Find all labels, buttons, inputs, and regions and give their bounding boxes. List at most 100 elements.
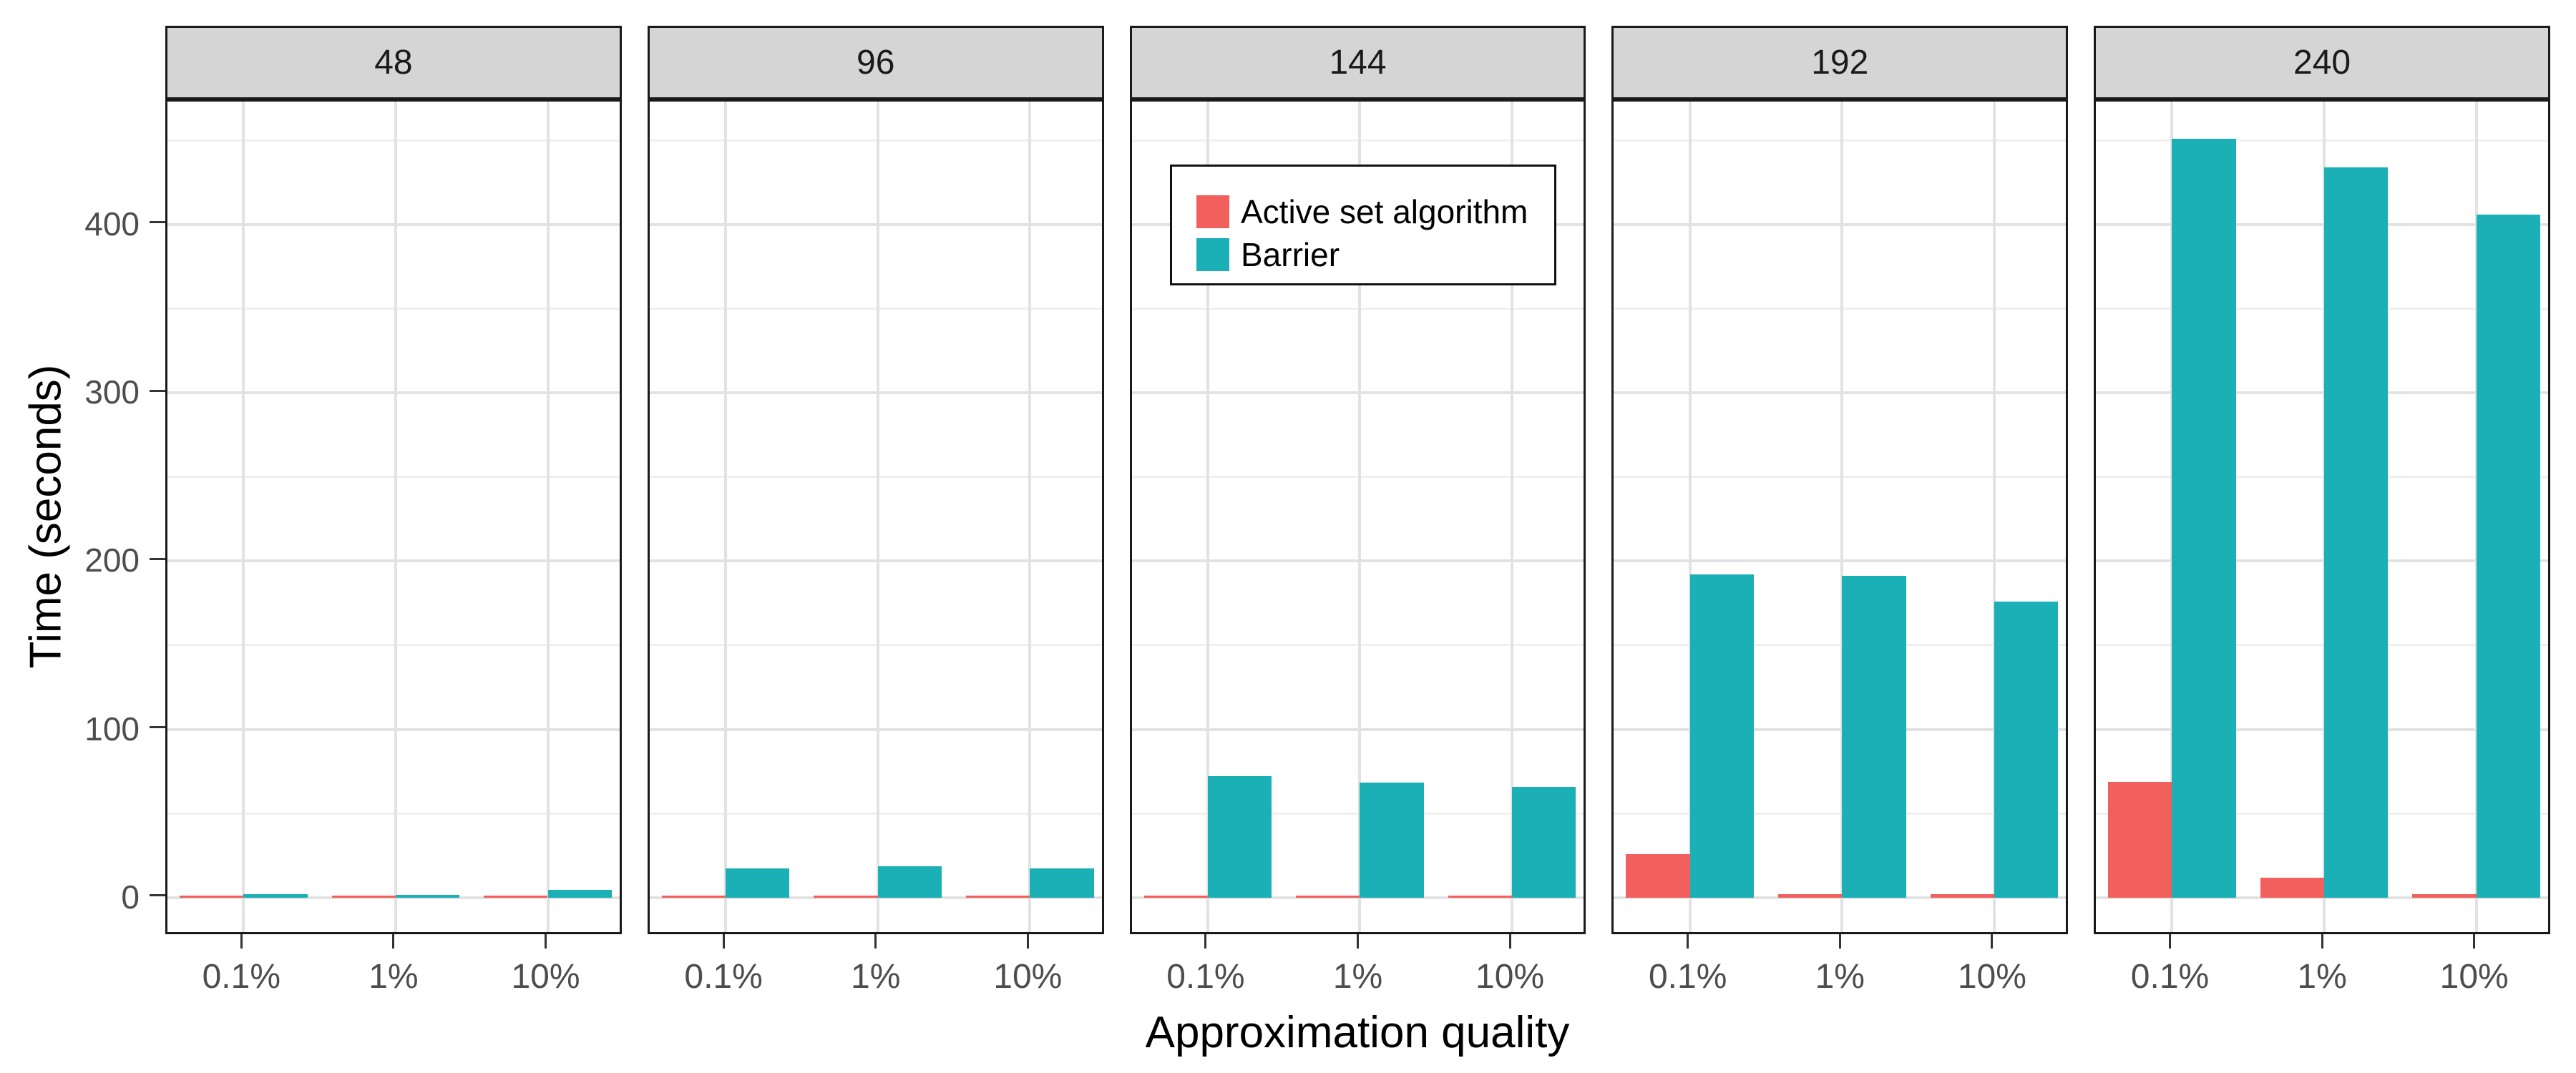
bar-active-set — [2260, 877, 2325, 898]
x-tick-label: 0.1% — [2130, 958, 2210, 996]
x-tick-mark — [2169, 934, 2171, 949]
gridline-vertical — [1511, 102, 1514, 932]
x-tick-mark — [2473, 934, 2476, 949]
bar-barrier — [243, 894, 308, 898]
legend: Active set algorithm Barrier — [1170, 165, 1556, 285]
y-tick-mark — [150, 894, 165, 897]
bar-active-set — [1143, 895, 1208, 898]
bar-active-set — [1930, 894, 1994, 898]
bar-barrier — [395, 894, 460, 898]
x-tick-mark — [1357, 934, 1359, 949]
bar-barrier — [1207, 776, 1272, 898]
bar-barrier — [2172, 138, 2236, 898]
gridline-minor — [649, 644, 1102, 647]
facet-strip-label: 48 — [374, 44, 413, 82]
facet-strip: 96 — [647, 26, 1104, 99]
gridline-vertical — [724, 102, 728, 932]
gridline-minor — [167, 644, 620, 647]
gridline-vertical — [876, 102, 879, 932]
bar-active-set — [814, 895, 878, 898]
x-tick-label: 10% — [1475, 958, 1545, 996]
x-tick-mark — [240, 934, 243, 949]
y-tick-mark — [150, 389, 165, 392]
bar-barrier — [726, 868, 790, 898]
x-tick-mark — [1687, 934, 1689, 949]
bar-barrier — [877, 866, 942, 898]
bar-barrier — [547, 889, 612, 898]
gridline-minor — [649, 476, 1102, 479]
x-tick-mark — [722, 934, 725, 949]
bar-barrier — [1030, 868, 1094, 898]
gridline-minor — [1131, 476, 1584, 479]
facet-strip: 48 — [165, 26, 622, 99]
gridline-minor — [649, 139, 1102, 142]
legend-item-active-set: Active set algorithm — [1196, 192, 1554, 231]
facet-strip: 240 — [2094, 26, 2550, 99]
x-tick-mark — [1204, 934, 1207, 949]
gridline-major — [1614, 896, 2067, 899]
gridline-minor — [1614, 812, 2067, 815]
gridline-minor — [1614, 644, 2067, 647]
gridline-minor — [167, 812, 620, 815]
gridline-minor — [2096, 307, 2548, 310]
gridline-minor — [1131, 307, 1584, 310]
y-tick-mark — [150, 221, 165, 224]
y-tick-mark — [150, 557, 165, 560]
bar-barrier — [1512, 786, 1576, 898]
gridline-minor — [167, 139, 620, 142]
legend-label-active-set: Active set algorithm — [1241, 193, 1528, 230]
x-tick-label: 0.1% — [684, 958, 763, 996]
bar-active-set — [180, 895, 244, 898]
gridline-vertical — [1992, 102, 1996, 932]
facet-panel — [647, 99, 1104, 934]
legend-swatch-barrier — [1196, 238, 1229, 271]
bar-barrier — [1689, 574, 1754, 898]
gridline-major — [649, 896, 1102, 899]
x-tick-label: 1% — [369, 958, 419, 996]
bar-active-set — [661, 895, 726, 898]
bar-barrier — [2324, 167, 2389, 898]
x-tick-label: 1% — [2297, 958, 2347, 996]
x-tick-mark — [2321, 934, 2323, 949]
x-tick-label: 10% — [993, 958, 1063, 996]
gridline-major — [167, 727, 620, 731]
gridline-minor — [1614, 307, 2067, 310]
gridline-vertical — [1840, 102, 1844, 932]
gridline-minor — [2096, 476, 2548, 479]
y-tick-label: 300 — [84, 373, 140, 411]
facet-panel — [1611, 99, 2069, 934]
y-tick-label: 200 — [84, 542, 140, 579]
bar-active-set — [1296, 895, 1360, 898]
x-tick-label: 0.1% — [202, 958, 280, 996]
x-tick-label: 1% — [1332, 958, 1383, 996]
x-tick-mark — [1838, 934, 1841, 949]
gridline-vertical — [1358, 102, 1362, 932]
gridline-major — [2096, 559, 2548, 563]
x-tick-mark — [1026, 934, 1029, 949]
gridline-major — [1131, 896, 1584, 899]
gridline-major — [1614, 559, 2067, 563]
legend-swatch-active-set — [1196, 195, 1229, 228]
bar-active-set — [966, 895, 1030, 898]
gridline-major — [167, 391, 620, 395]
gridline-vertical — [394, 102, 397, 932]
gridline-major — [1614, 222, 2067, 226]
y-tick-mark — [150, 726, 165, 729]
gridline-minor — [649, 812, 1102, 815]
gridline-minor — [2096, 644, 2548, 647]
gridline-vertical — [546, 102, 550, 932]
gridline-minor — [1131, 139, 1584, 142]
gridline-minor — [2096, 139, 2548, 142]
x-tick-label: 0.1% — [1166, 958, 1245, 996]
x-tick-label: 10% — [1957, 958, 2026, 996]
bar-active-set — [1626, 853, 1690, 898]
x-tick-mark — [392, 934, 395, 949]
bar-active-set — [2412, 894, 2477, 898]
x-tick-mark — [1991, 934, 1994, 949]
legend-label-barrier: Barrier — [1241, 236, 1340, 273]
x-tick-label: 1% — [851, 958, 901, 996]
gridline-major — [2096, 391, 2548, 395]
gridline-major — [1614, 727, 2067, 731]
facet-strip-label: 96 — [857, 44, 895, 82]
